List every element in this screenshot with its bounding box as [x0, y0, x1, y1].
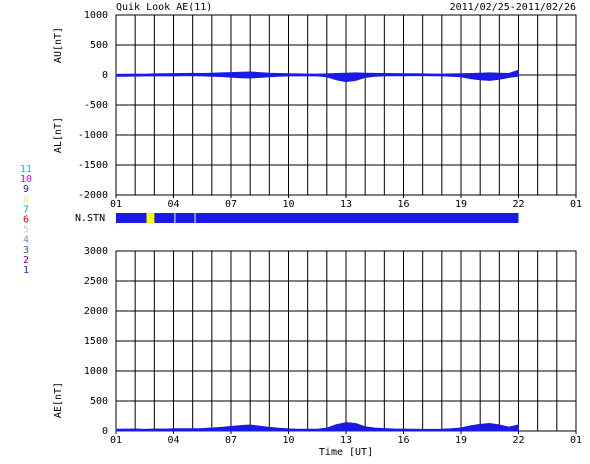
- x-tick-label: 16: [397, 435, 409, 446]
- station-segment: [154, 213, 175, 223]
- y-tick-label: 2500: [84, 276, 108, 287]
- x-tick-label: 01: [110, 199, 122, 210]
- x-tick-label: 13: [340, 199, 352, 210]
- legend-entry: 6: [23, 215, 29, 226]
- station-segment: [195, 213, 519, 223]
- x-tick-label: 19: [455, 435, 467, 446]
- x-tick-label: 22: [512, 199, 524, 210]
- x-tick-label: 10: [282, 199, 294, 210]
- legend-entry: 11: [20, 164, 32, 175]
- y-tick-label: -500: [84, 100, 108, 111]
- y-axis-label: AE[nT]: [53, 382, 64, 418]
- legend-entry: 1: [23, 265, 29, 276]
- station-segment: [175, 213, 195, 223]
- area: [115, 69, 519, 76]
- y-tick-label: 1000: [84, 366, 108, 377]
- legend-entry: 10: [20, 174, 32, 185]
- y-tick-label: 1000: [84, 10, 108, 21]
- x-tick-label: 04: [167, 199, 179, 210]
- x-tick-label: 16: [397, 199, 409, 210]
- y-axis-label: AL[nT]: [53, 117, 64, 153]
- y-tick-label: -1000: [78, 130, 108, 141]
- y-tick-label: 0: [102, 70, 108, 81]
- y-tick-label: -2000: [78, 190, 108, 201]
- chart-title: Quik Look AE(11): [116, 2, 212, 13]
- x-tick-label: 01: [570, 199, 582, 210]
- y-tick-label: 500: [90, 40, 108, 51]
- y-axis-label: AU[nT]: [53, 27, 64, 63]
- x-axis-label: Time [UT]: [319, 447, 373, 458]
- x-tick-label: 10: [282, 435, 294, 446]
- x-tick-label: 13: [340, 435, 352, 446]
- y-tick-label: 500: [90, 396, 108, 407]
- x-tick-label: 19: [455, 199, 467, 210]
- x-tick-label: 22: [512, 435, 524, 446]
- legend-entry: 8: [23, 194, 29, 205]
- y-tick-label: 2000: [84, 306, 108, 317]
- legend-entry: 2: [23, 255, 29, 266]
- area: [115, 74, 519, 83]
- legend-entry: 7: [23, 204, 29, 215]
- stn-label: N.STN: [75, 213, 105, 224]
- y-tick-label: 1500: [84, 336, 108, 347]
- x-tick-label: 07: [225, 199, 237, 210]
- legend-entry: 3: [23, 245, 29, 256]
- y-tick-label: 3000: [84, 246, 108, 257]
- legend-entry: 4: [23, 235, 29, 246]
- y-tick-label: -1500: [78, 160, 108, 171]
- area: [115, 422, 519, 432]
- station-segment: [146, 213, 155, 223]
- legend-entry: 5: [23, 225, 29, 236]
- x-tick-label: 01: [570, 435, 582, 446]
- station-segment: [116, 213, 147, 223]
- legend-entry: 9: [23, 184, 29, 195]
- date-range: 2011/02/25-2011/02/26: [450, 2, 576, 13]
- x-tick-label: 04: [167, 435, 179, 446]
- x-tick-label: 07: [225, 435, 237, 446]
- x-tick-label: 01: [110, 435, 122, 446]
- y-tick-label: 0: [102, 426, 108, 437]
